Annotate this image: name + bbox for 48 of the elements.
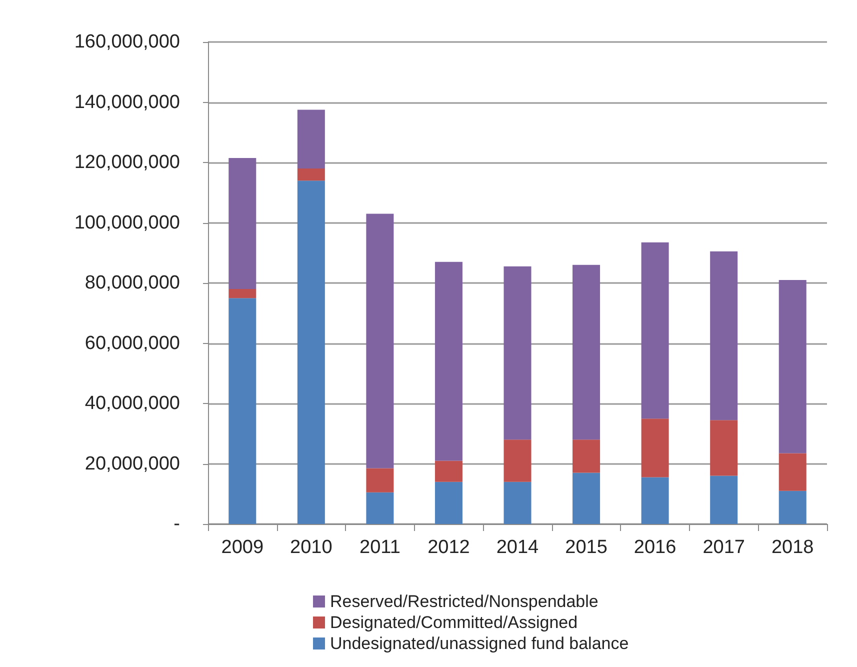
y-tick-label: 40,000,000 <box>84 393 180 414</box>
x-tick-label: 2011 <box>360 537 400 558</box>
y-tick-label: 140,000,000 <box>74 92 180 113</box>
bar <box>572 440 600 473</box>
x-tick-label: 2009 <box>221 537 264 558</box>
bar <box>641 242 669 419</box>
bar <box>710 420 738 476</box>
bar <box>504 482 532 524</box>
y-tick-label: 20,000,000 <box>84 453 180 474</box>
bar <box>434 262 462 461</box>
x-tick-label: 2010 <box>290 537 332 558</box>
y-tick-label: 60,000,000 <box>84 332 180 354</box>
legend-label: Designated/Committed/Assigned <box>330 613 578 632</box>
x-tick-label: 2018 <box>771 537 814 558</box>
bar <box>228 158 256 290</box>
bar <box>710 251 738 420</box>
x-tick-label: 2017 <box>702 537 745 558</box>
bar <box>434 460 462 482</box>
x-tick-label: 2015 <box>565 537 608 558</box>
x-tick-label: 2012 <box>428 537 470 558</box>
bar <box>297 168 325 181</box>
y-tick-label: - <box>174 514 180 534</box>
bar <box>366 492 394 524</box>
y-tick-label: 100,000,000 <box>74 212 180 234</box>
bar <box>778 280 806 454</box>
bar <box>572 264 600 440</box>
x-tick-label: 2014 <box>496 537 540 558</box>
bar <box>641 418 669 478</box>
bar <box>641 477 669 524</box>
bar <box>228 289 256 298</box>
legend-label: Reserved/Restricted/Nonspendable <box>330 592 598 611</box>
bar <box>297 180 325 524</box>
bar <box>710 476 738 524</box>
y-tick-label: 160,000,000 <box>74 32 180 52</box>
y-tick-label: 120,000,000 <box>74 152 180 173</box>
bar <box>504 440 532 482</box>
bar <box>297 110 325 169</box>
bar <box>228 298 256 524</box>
y-tick-label: 80,000,000 <box>84 272 180 294</box>
bar <box>366 468 394 492</box>
bar <box>366 214 394 468</box>
bar <box>572 472 600 524</box>
legend-label: Undesignated/unassigned fund balance <box>330 634 629 653</box>
bar <box>778 453 806 491</box>
bar <box>504 266 532 440</box>
bar <box>778 490 806 524</box>
x-tick-label: 2016 <box>634 537 676 558</box>
bar <box>434 482 462 524</box>
